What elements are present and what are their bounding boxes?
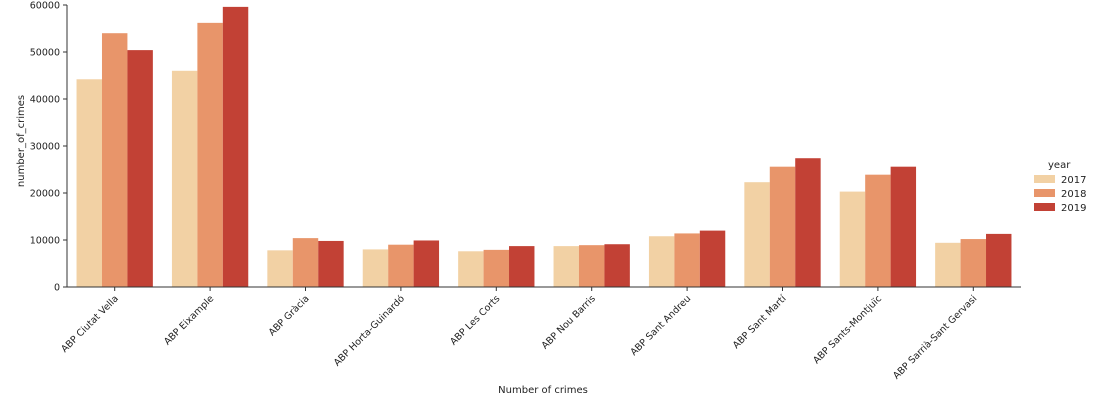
bar-2018-0	[101, 33, 128, 288]
x-tick-label: ABP Horta-Guinardó	[332, 293, 407, 368]
bar-2019-1	[222, 6, 249, 287]
x-axis-title: Number of crimes	[498, 385, 588, 396]
bar-2018-9	[960, 239, 987, 287]
bar-2018-3	[388, 244, 414, 287]
bar-2018-8	[865, 174, 891, 287]
bar-2017-0	[76, 79, 102, 287]
bar-2018-6	[674, 233, 700, 287]
bar-2019-4	[509, 246, 535, 287]
bar-2019-5	[604, 244, 630, 287]
bar-2017-7	[744, 182, 770, 287]
y-axis: 0 10000 20000 30000 40000 50000 60000	[30, 1, 68, 294]
bar-2018-7	[769, 166, 796, 287]
bar-2017-4	[458, 251, 484, 287]
legend: year 2017 2018 2019	[1034, 160, 1086, 214]
x-tick-label: ABP Eixample	[162, 293, 216, 347]
bars-group	[76, 6, 1012, 288]
x-tick-label: ABP Ciutat Vella	[59, 293, 121, 355]
bar-2017-1	[171, 70, 198, 287]
bar-2019-9	[986, 233, 1012, 287]
bar-2017-5	[553, 246, 579, 287]
bar-2019-8	[890, 166, 917, 287]
bar-2019-3	[413, 240, 440, 287]
y-tick-label: 40000	[30, 95, 60, 106]
bar-2017-6	[648, 236, 675, 287]
y-tick-label: 10000	[30, 236, 60, 247]
y-axis-title: number_of_crimes	[16, 95, 27, 187]
bar-2019-6	[699, 230, 726, 287]
legend-label-2017: 2017	[1061, 175, 1086, 186]
legend-swatch-2017	[1034, 175, 1055, 183]
x-tick-label: ABP Les Corts	[448, 293, 502, 347]
legend-title: year	[1048, 160, 1071, 171]
y-tick-label: 20000	[30, 189, 60, 200]
y-tick-label: 0	[54, 283, 60, 294]
bar-2017-2	[267, 250, 293, 287]
bar-2017-3	[362, 249, 389, 287]
x-tick-label: ABP Sant Andreu	[629, 293, 694, 358]
x-axis: ABP Ciutat Vella ABP Eixample ABP Gràcia AB…	[59, 286, 1021, 382]
x-tick-label: ABP Sant Martí	[731, 293, 789, 351]
x-tick-label: ABP Gràcia	[267, 293, 312, 338]
bar-2019-2	[318, 240, 344, 287]
y-tick-label: 30000	[30, 142, 60, 153]
bar-2018-4	[483, 249, 510, 287]
bar-2019-7	[795, 158, 821, 287]
x-tick-label: ABP Sants-Montjuïc	[811, 293, 884, 366]
x-tick-label: ABP Nou Barris	[540, 293, 598, 351]
y-tick-label: 60000	[30, 1, 60, 12]
bar-2019-0	[127, 50, 153, 288]
bar-2018-1	[197, 22, 223, 288]
bar-2018-2	[292, 238, 319, 287]
y-tick-label: 50000	[30, 48, 60, 59]
legend-swatch-2019	[1034, 203, 1055, 211]
bar-2017-9	[935, 242, 961, 287]
bar-2017-8	[839, 191, 866, 287]
legend-swatch-2018	[1034, 189, 1055, 197]
legend-label-2018: 2018	[1061, 189, 1086, 200]
bar-2018-5	[578, 245, 605, 287]
legend-label-2019: 2019	[1061, 203, 1086, 214]
x-tick-label: ABP Sarrià-Sant Gervasi	[891, 293, 979, 381]
